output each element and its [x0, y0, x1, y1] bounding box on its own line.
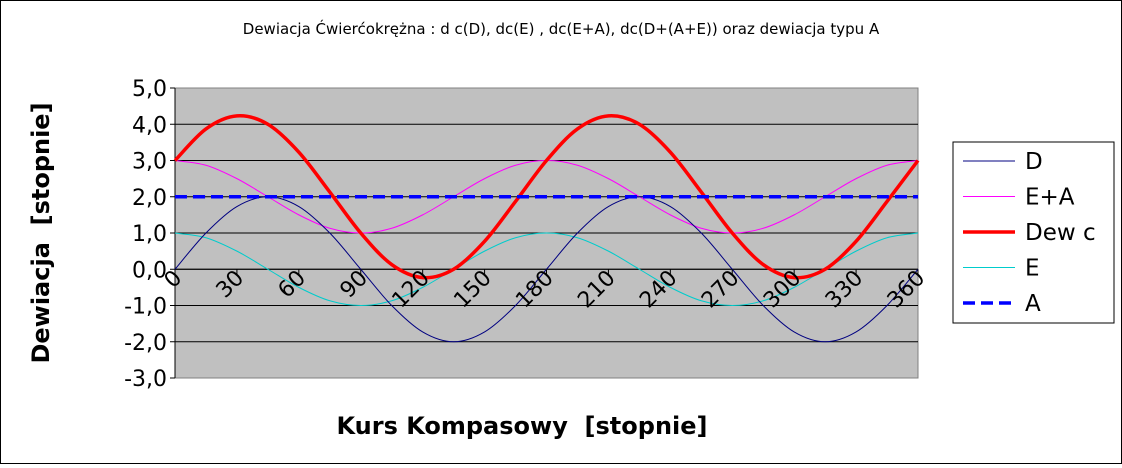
legend: D E+A Dew c EA [952, 141, 1115, 324]
legend-label: D [1025, 149, 1043, 175]
y-tick-label: 1,0 [132, 222, 167, 247]
legend-label: E+A [1025, 185, 1075, 211]
legend-items: D E+A Dew c EA [963, 149, 1096, 317]
legend-label: Dew c [1025, 220, 1096, 246]
legend-label: A [1025, 291, 1041, 317]
chart-title: Dewiacja Ćwierćokrężna : d c(D), dc(E) ,… [243, 19, 880, 38]
x-axis-label: Kurs Kompasowy [stopnie] [336, 412, 707, 440]
y-tick-label: 0,0 [132, 258, 167, 283]
series-line-dew-c [173, 114, 920, 280]
y-tick-label: 2,0 [132, 186, 167, 211]
y-tick-label: 5,0 [132, 77, 167, 102]
y-tick-label: 3,0 [132, 150, 167, 175]
series-line-e [174, 232, 919, 306]
y-axis-label: Dewiacja [stopnie] [27, 102, 55, 363]
legend-label: E [1025, 256, 1040, 282]
y-tick-label: -1,0 [124, 295, 167, 320]
y-tick-label: 4,0 [132, 113, 167, 138]
y-axis-ticks: 5,0 4,0 3,0 2,0 1,0 0,0 -1,0 -2,0 -3,0 [124, 77, 175, 392]
y-tick-label: -2,0 [124, 331, 167, 356]
y-tick-label: -3,0 [124, 367, 167, 392]
